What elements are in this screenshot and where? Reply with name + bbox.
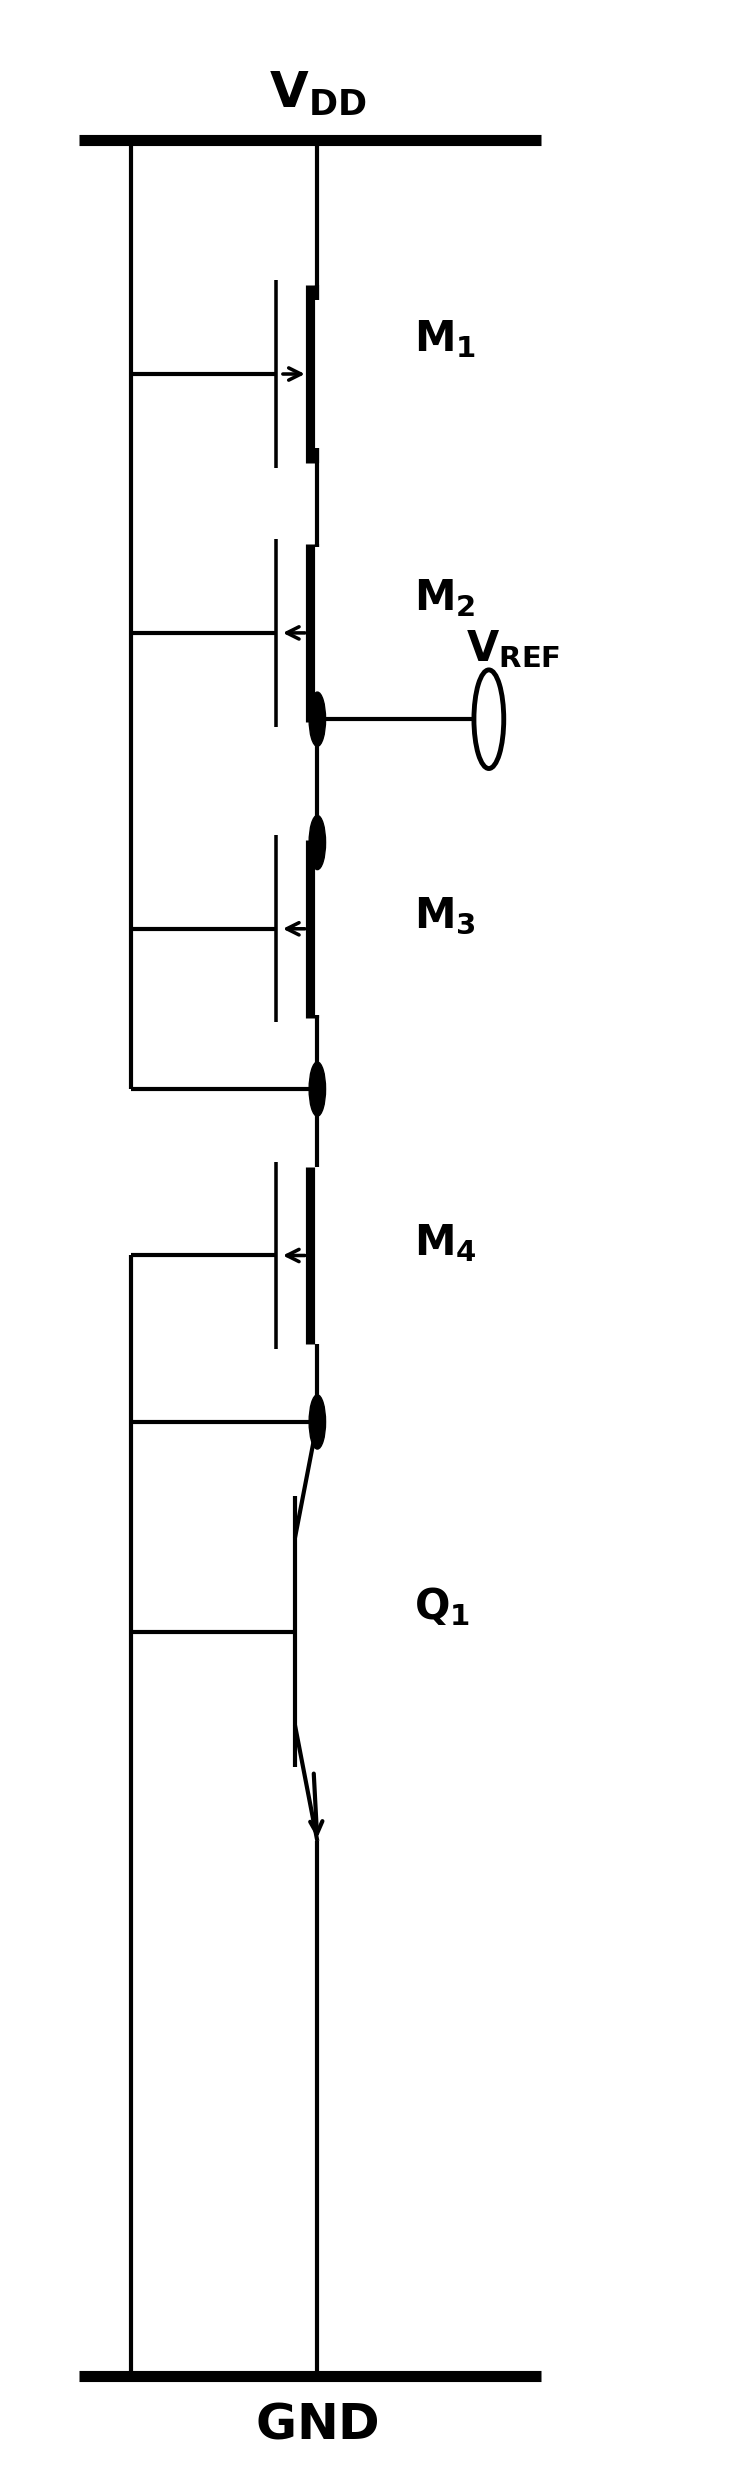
- Text: $\mathbf{GND}$: $\mathbf{GND}$: [256, 2400, 379, 2449]
- Circle shape: [309, 693, 326, 747]
- Text: $\mathbf{V_{REF}}$: $\mathbf{V_{REF}}$: [467, 628, 561, 670]
- Text: $\mathbf{V_{DD}}$: $\mathbf{V_{DD}}$: [268, 69, 366, 119]
- Text: $\mathbf{Q_1}$: $\mathbf{Q_1}$: [414, 1586, 470, 1628]
- Text: $\mathbf{M_4}$: $\mathbf{M_4}$: [414, 1222, 477, 1264]
- Circle shape: [309, 1061, 326, 1116]
- Circle shape: [309, 816, 326, 871]
- Circle shape: [309, 1395, 326, 1450]
- Text: $\mathbf{M_2}$: $\mathbf{M_2}$: [414, 576, 476, 618]
- Text: $\mathbf{M_3}$: $\mathbf{M_3}$: [414, 896, 476, 938]
- Text: $\mathbf{M_1}$: $\mathbf{M_1}$: [414, 319, 477, 361]
